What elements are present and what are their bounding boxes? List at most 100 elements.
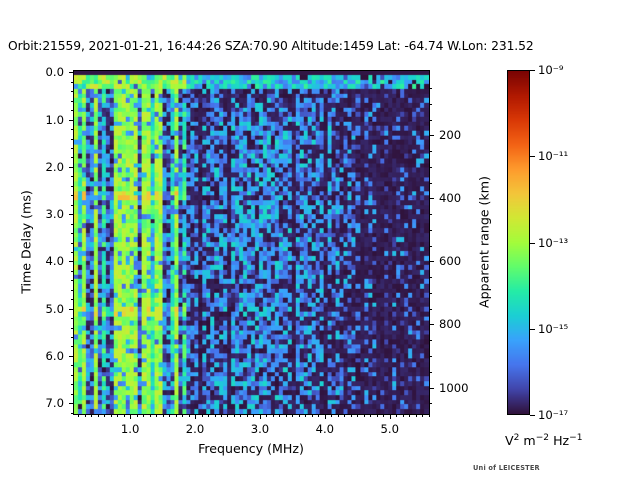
x-tick-minor bbox=[97, 415, 99, 418]
x-tick-minor bbox=[415, 415, 417, 418]
x-tick-minor bbox=[84, 415, 86, 418]
x-tick-minor bbox=[376, 415, 378, 418]
y-tick-label-3.0: 3.0 bbox=[45, 207, 64, 222]
y-tick-major-6 bbox=[69, 355, 73, 357]
y-tick-major-1 bbox=[69, 119, 73, 121]
ionogram-axes bbox=[73, 70, 430, 415]
colorbar-tick-label-4: 10⁻¹⁷ bbox=[538, 408, 569, 422]
y-tick-minor bbox=[70, 384, 73, 386]
institution-watermark: Uni of LEICESTER bbox=[473, 464, 540, 472]
x-axis-label: Frequency (MHz) bbox=[198, 441, 304, 456]
y-tick-label-5.0: 5.0 bbox=[45, 301, 64, 316]
y-tick-minor bbox=[70, 346, 73, 348]
x-tick-minor bbox=[136, 415, 138, 418]
figure-title: Orbit:21559, 2021-01-21, 16:44:26 SZA:70… bbox=[8, 39, 534, 53]
colorbar-tick-2 bbox=[530, 242, 535, 244]
x-tick-minor bbox=[396, 415, 398, 418]
x-tick-minor bbox=[331, 415, 333, 418]
y2-tick-major-1 bbox=[430, 198, 434, 200]
y-tick-minor bbox=[70, 176, 73, 178]
x-tick-major-3 bbox=[324, 415, 326, 419]
unit-v: V bbox=[505, 433, 514, 448]
y-tick-minor bbox=[70, 204, 73, 206]
x-tick-minor bbox=[409, 415, 411, 418]
x-tick-minor bbox=[188, 415, 190, 418]
y2-tick-minor bbox=[430, 356, 433, 358]
x-tick-minor bbox=[422, 415, 424, 418]
y2-tick-major-4 bbox=[430, 387, 434, 389]
unit-m: m bbox=[523, 433, 536, 448]
x-tick-minor bbox=[344, 415, 346, 418]
y2-tick-minor bbox=[430, 182, 433, 184]
y-tick-minor bbox=[70, 374, 73, 376]
axis-tick-layer: 0.0 1.0 2.0 3.0 4.0 5.0 6.0 7.0 200 400 600 800 1000… bbox=[46, 65, 469, 436]
y-tick-minor bbox=[70, 100, 73, 102]
y-tick-minor bbox=[70, 233, 73, 235]
x-tick-minor bbox=[156, 415, 158, 418]
y-tick-minor bbox=[70, 270, 73, 272]
y-tick-major-5 bbox=[69, 308, 73, 310]
colorbar-tick-0 bbox=[530, 70, 535, 71]
y2-tick-minor bbox=[430, 245, 433, 247]
y2-tick-minor bbox=[430, 403, 433, 405]
x-tick-major-4 bbox=[389, 415, 391, 419]
y2-tick-label-1000: 1000 bbox=[439, 380, 469, 395]
x-tick-minor bbox=[357, 415, 359, 418]
x-tick-minor bbox=[233, 415, 235, 418]
x-tick-label-3.0: 3.0 bbox=[250, 422, 270, 436]
y2-tick-minor bbox=[430, 340, 433, 342]
x-tick-minor bbox=[246, 415, 248, 418]
x-tick-minor bbox=[402, 415, 404, 418]
y2-tick-label-200: 200 bbox=[439, 128, 462, 143]
y2-tick-major-3 bbox=[430, 324, 434, 326]
y-tick-minor bbox=[70, 280, 73, 282]
x-tick-minor bbox=[383, 415, 385, 418]
y-tick-minor bbox=[70, 110, 73, 112]
x-tick-minor bbox=[279, 415, 281, 418]
x-tick-minor bbox=[318, 415, 320, 418]
x-tick-label-4.0: 4.0 bbox=[315, 422, 335, 436]
colorbar-tick-1 bbox=[530, 156, 535, 158]
unit-hz: Hz bbox=[553, 433, 570, 448]
y-axis-label-left: Time Delay (ms) bbox=[18, 190, 34, 294]
x-tick-minor bbox=[240, 415, 242, 418]
y-tick-minor bbox=[70, 138, 73, 140]
colorbar-tick-3 bbox=[530, 328, 535, 330]
y2-tick-minor bbox=[430, 277, 433, 279]
colorbar-tick-label-3: 10⁻¹⁵ bbox=[538, 321, 569, 336]
y2-tick-minor bbox=[430, 371, 433, 373]
y2-tick-minor bbox=[430, 166, 433, 168]
y-tick-minor bbox=[70, 157, 73, 159]
y-tick-label-0.0: 0.0 bbox=[45, 65, 64, 80]
y2-tick-minor bbox=[430, 151, 433, 153]
ionogram-heatmap bbox=[74, 71, 429, 414]
y-tick-label-1.0: 1.0 bbox=[45, 112, 64, 127]
y-tick-major-0 bbox=[69, 72, 73, 74]
colorbar-units-label: V2 m−2 Hz−1 bbox=[505, 433, 583, 448]
x-tick-label-5.0: 5.0 bbox=[380, 422, 399, 436]
x-tick-minor bbox=[214, 415, 216, 418]
y2-tick-major-2 bbox=[430, 261, 434, 263]
y-tick-minor bbox=[70, 318, 73, 320]
x-tick-minor bbox=[298, 415, 300, 418]
colorbar-tick-label-0: 10⁻⁹ bbox=[538, 63, 564, 77]
y2-tick-minor bbox=[430, 292, 433, 294]
y-tick-label-2.0: 2.0 bbox=[45, 159, 64, 174]
y-tick-minor bbox=[70, 242, 73, 244]
y-tick-minor bbox=[70, 289, 73, 291]
y2-tick-minor bbox=[430, 308, 433, 310]
y-tick-minor bbox=[70, 412, 73, 414]
y2-tick-minor bbox=[430, 214, 433, 216]
y-tick-minor bbox=[70, 81, 73, 83]
y2-tick-label-800: 800 bbox=[439, 317, 462, 332]
x-tick-minor bbox=[220, 415, 222, 418]
unit-hz-exp: −1 bbox=[569, 432, 583, 443]
y-tick-minor bbox=[70, 91, 73, 93]
y2-tick-minor bbox=[430, 87, 433, 89]
y-tick-minor bbox=[70, 147, 73, 149]
x-tick-minor bbox=[175, 415, 177, 418]
x-tick-label-1.0: 1.0 bbox=[120, 422, 140, 436]
colorbar-tick-layer: 10⁻⁹ 10⁻¹¹ 10⁻¹³ 10⁻¹⁵ 10⁻¹⁷ bbox=[507, 63, 568, 422]
x-tick-minor bbox=[143, 415, 145, 418]
